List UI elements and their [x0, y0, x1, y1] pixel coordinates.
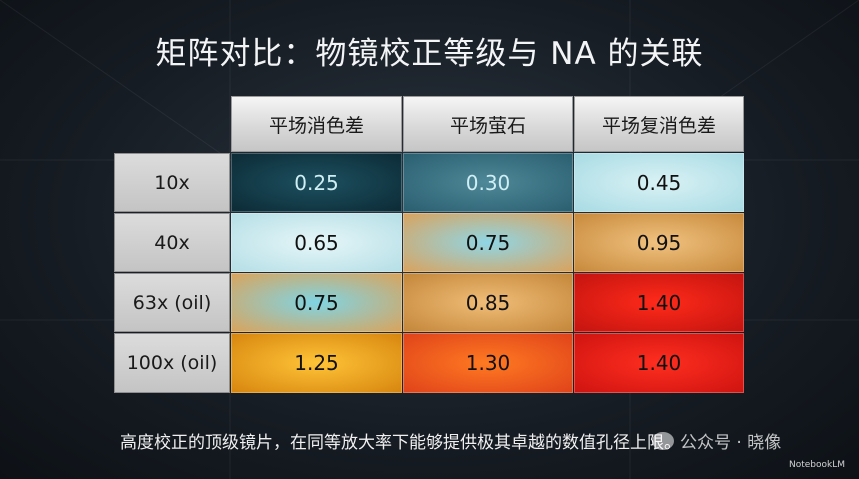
table-cell: 1.40	[574, 273, 744, 332]
table-cell: 0.45	[574, 153, 744, 212]
wechat-icon	[652, 431, 674, 450]
row-header: 100x (oil)	[114, 333, 230, 393]
table-cell: 0.85	[403, 273, 573, 332]
row-header: 63x (oil)	[114, 273, 230, 332]
table-cell: 0.25	[231, 153, 402, 212]
brand-label: NotebookLM	[788, 460, 845, 470]
table-cell: 0.65	[231, 213, 402, 272]
table-cell: 0.95	[574, 213, 744, 272]
table-corner	[114, 96, 230, 152]
column-header: 平场消色差	[231, 96, 402, 152]
table-cell: 0.75	[403, 213, 573, 272]
comparison-table: 平场消色差 平场萤石 平场复消色差 10x 0.25 0.30 0.45 40x…	[114, 96, 744, 393]
table-cell: 0.30	[403, 153, 573, 212]
row-header: 10x	[114, 153, 230, 212]
table-cell: 0.75	[231, 273, 402, 332]
table-cell: 1.40	[574, 333, 744, 393]
column-header: 平场复消色差	[574, 96, 744, 152]
caption: 高度校正的顶级镜片，在同等放大率下能够提供极其卓越的数值孔径上限。	[120, 433, 681, 453]
watermark: 公众号 · 晓像	[652, 428, 781, 453]
table-cell: 1.30	[403, 333, 573, 393]
column-header: 平场萤石	[403, 96, 573, 152]
watermark-text: 公众号 · 晓像	[680, 433, 782, 453]
table-cell: 1.25	[231, 333, 402, 393]
page-title: 矩阵对比：物镜校正等级与 NA 的关联	[155, 36, 704, 72]
row-header: 40x	[114, 213, 230, 272]
